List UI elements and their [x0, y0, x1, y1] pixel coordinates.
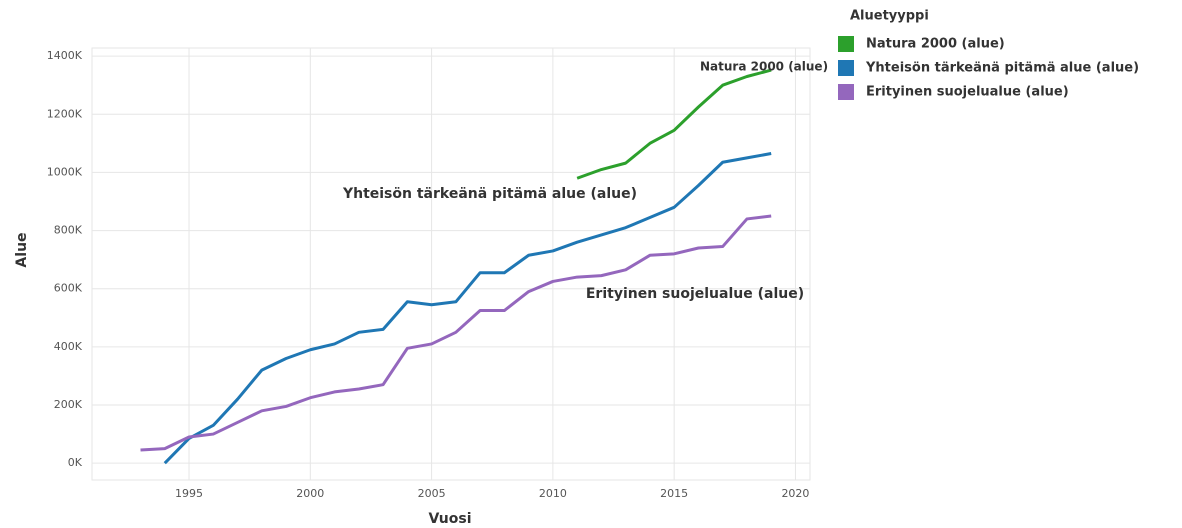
y-tick-label: 1000K [47, 165, 83, 178]
x-tick-label: 2015 [660, 487, 688, 500]
legend-title: Aluetyyppi [850, 9, 929, 24]
y-tick-label: 400K [54, 340, 83, 353]
legend-swatch [838, 84, 854, 100]
x-axis-label: Vuosi [428, 511, 471, 527]
y-tick-label: 1400K [47, 49, 83, 62]
y-tick-label: 800K [54, 224, 83, 237]
x-tick-label: 2000 [296, 487, 324, 500]
y-tick-label: 0K [68, 456, 83, 469]
legend-swatch [838, 60, 854, 76]
legend-label: Natura 2000 (alue) [866, 37, 1005, 52]
series-line [140, 214, 772, 452]
x-tick-label: 2010 [539, 487, 567, 500]
annotation: Erityinen suojelualue (alue) [586, 286, 804, 302]
legend-label: Erityinen suojelualue (alue) [866, 85, 1069, 100]
x-tick-label: 2020 [781, 487, 809, 500]
series-line [163, 152, 772, 465]
y-tick-label: 200K [54, 398, 83, 411]
series-line [576, 68, 772, 180]
annotation: Yhteisön tärkeänä pitämä alue (alue) [342, 186, 637, 202]
legend-swatch [838, 36, 854, 52]
plot-area [91, 47, 811, 481]
x-tick-label: 2005 [418, 487, 446, 500]
y-tick-label: 600K [54, 282, 83, 295]
x-tick-label: 1995 [175, 487, 203, 500]
legend-label: Yhteisön tärkeänä pitämä alue (alue) [865, 61, 1139, 76]
y-tick-label: 1200K [47, 107, 83, 120]
annotation: Natura 2000 (alue) [700, 60, 828, 74]
y-axis-label: Alue [14, 232, 30, 267]
